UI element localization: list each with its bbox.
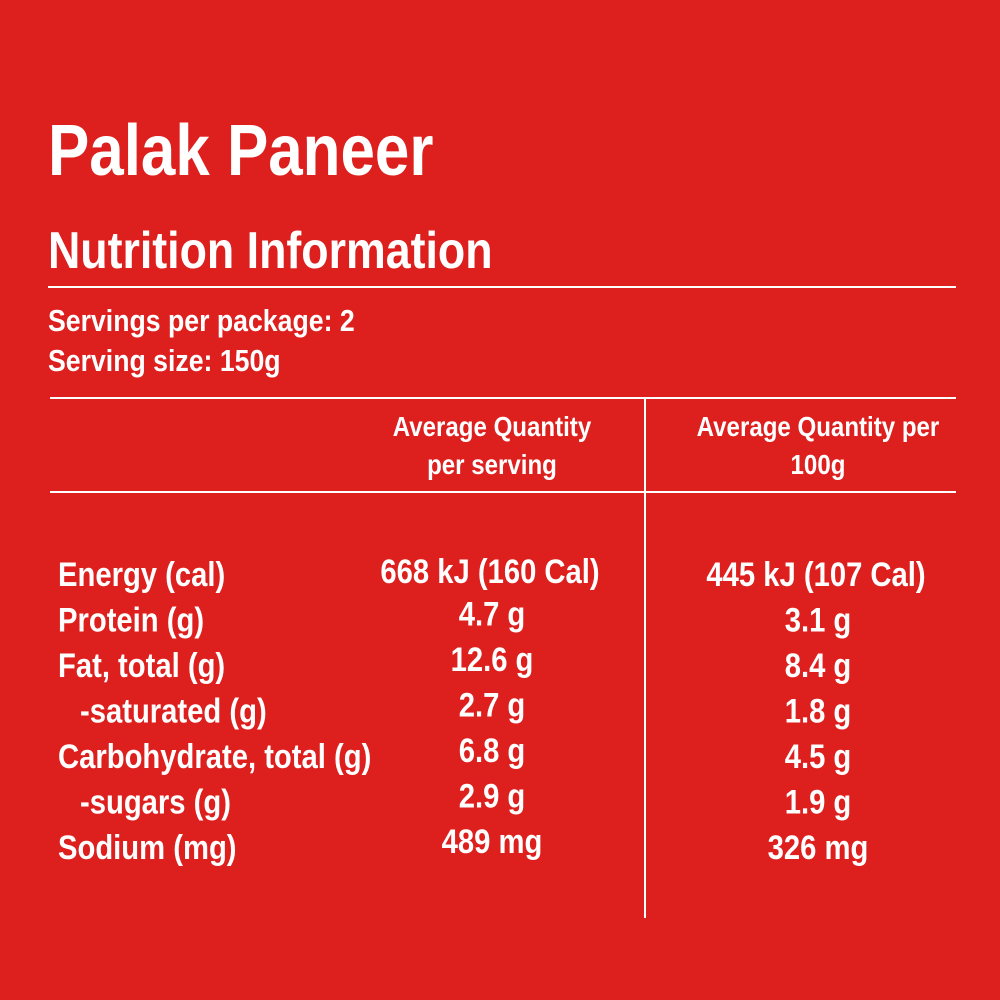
per-serving-value: 12.6 g	[451, 640, 534, 679]
per-serving-value: 6.8 g	[459, 731, 526, 770]
column-header: Average Quantity per	[697, 410, 940, 442]
subtitle: Nutrition Information	[48, 222, 493, 280]
nutrient-label: -sugars (g)	[80, 782, 231, 821]
nutrient-label: Energy (cal)	[58, 555, 225, 594]
per-serving-value: 489 mg	[442, 822, 543, 861]
per-serving-value: 2.7 g	[459, 685, 526, 724]
per-100g-value: 445 kJ (107 Cal)	[706, 555, 925, 594]
nutrient-label: Sodium (mg)	[58, 828, 237, 867]
per-100g-value: 8.4 g	[785, 646, 852, 685]
column-header: Average Quantity	[393, 410, 592, 442]
column-header: per serving	[427, 448, 557, 480]
nutrient-label: -saturated (g)	[80, 691, 267, 730]
column-header: 100g	[791, 448, 846, 480]
per-100g-value: 1.8 g	[785, 691, 852, 730]
per-100g-value: 3.1 g	[785, 600, 852, 639]
title: Palak Paneer	[48, 111, 433, 191]
per-100g-value: 1.9 g	[785, 782, 852, 821]
serving-info: Servings per package: 2	[48, 304, 355, 338]
per-serving-value: 668 kJ (160 Cal)	[380, 552, 599, 591]
nutrient-label: Carbohydrate, total (g)	[58, 737, 371, 776]
per-serving-value: 4.7 g	[459, 594, 526, 633]
serving-info: Serving size: 150g	[48, 344, 281, 378]
nutrient-label: Fat, total (g)	[58, 646, 225, 685]
nutrient-label: Protein (g)	[58, 600, 204, 639]
per-100g-value: 326 mg	[768, 828, 869, 867]
per-serving-value: 2.9 g	[459, 776, 526, 815]
per-100g-value: 4.5 g	[785, 737, 852, 776]
